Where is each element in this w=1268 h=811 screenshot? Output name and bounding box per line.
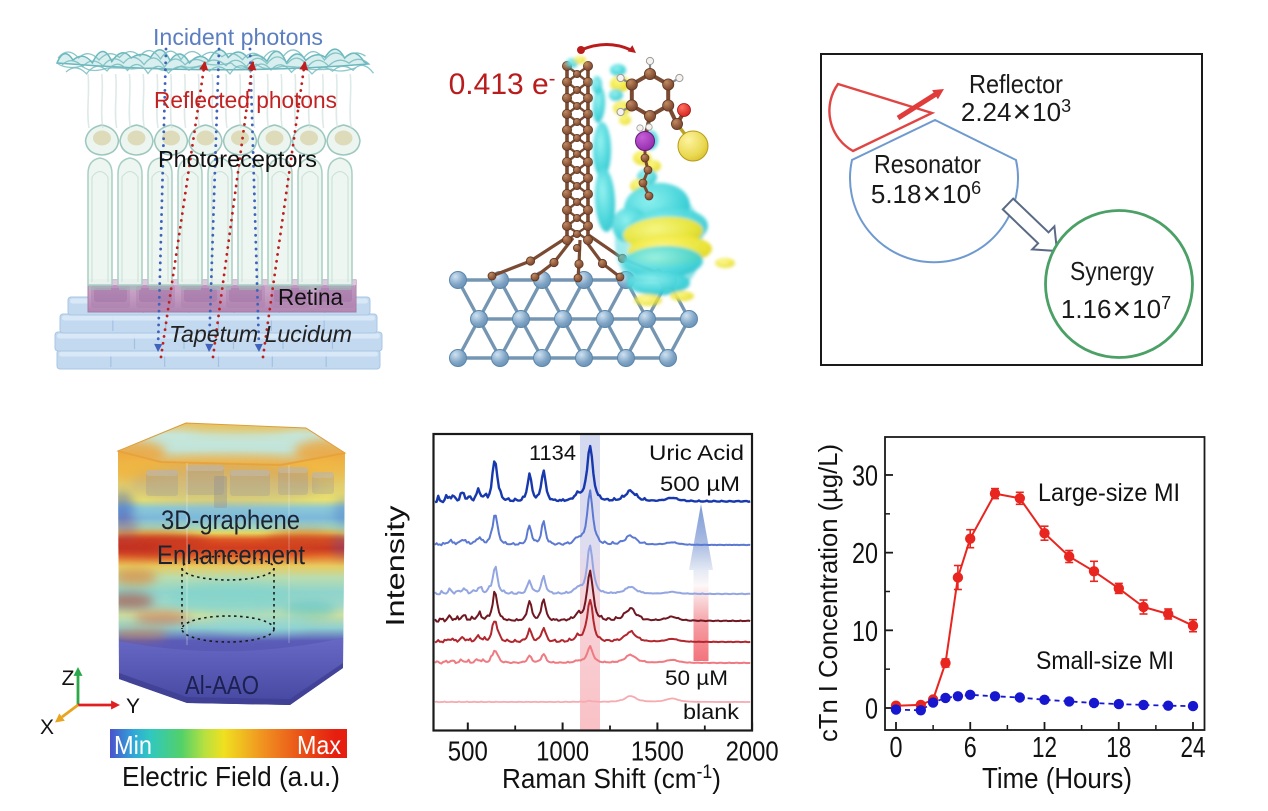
svg-text:Intensity: Intensity: [380, 506, 410, 627]
svg-text:1.16×107: 1.16×107: [1061, 291, 1171, 327]
svg-text:Tapetum Lucidum: Tapetum Lucidum: [169, 321, 352, 347]
svg-text:Photoreceptors: Photoreceptors: [158, 146, 317, 172]
svg-text:500: 500: [448, 736, 488, 767]
svg-text:Z: Z: [62, 667, 75, 690]
svg-text:Raman Shift (cm-1): Raman Shift (cm-1): [502, 762, 721, 794]
svg-text:blank: blank: [683, 701, 740, 724]
svg-text:500 µM: 500 µM: [660, 473, 740, 496]
svg-text:Enhancement: Enhancement: [157, 540, 305, 570]
svg-text:0: 0: [890, 732, 903, 764]
svg-text:12: 12: [1032, 732, 1057, 764]
svg-text:10: 10: [852, 616, 878, 648]
svg-text:5.18×106: 5.18×106: [871, 176, 981, 212]
svg-text:30: 30: [852, 460, 878, 492]
svg-text:50 µM: 50 µM: [665, 667, 728, 690]
svg-text:1000: 1000: [536, 736, 589, 767]
svg-text:Uric Acid: Uric Acid: [649, 442, 744, 465]
svg-text:24: 24: [1181, 732, 1206, 764]
svg-text:Reflector: Reflector: [969, 69, 1063, 99]
svg-text:1500: 1500: [631, 736, 684, 767]
svg-text:Max: Max: [297, 730, 341, 760]
svg-text:Al-AAO: Al-AAO: [185, 670, 259, 700]
svg-text:2.24×103: 2.24×103: [961, 94, 1071, 130]
svg-text:0.413 e-: 0.413 e-: [449, 68, 556, 101]
svg-text:Incident photons: Incident photons: [153, 24, 323, 50]
svg-text:Reflected photons: Reflected photons: [154, 87, 337, 113]
svg-text:Y: Y: [126, 695, 140, 718]
svg-text:Large-size MI: Large-size MI: [1038, 479, 1180, 507]
svg-text:Retina: Retina: [278, 284, 343, 310]
svg-text:2000: 2000: [726, 736, 779, 767]
svg-text:Small-size MI: Small-size MI: [1036, 647, 1174, 675]
svg-text:Electric Field (a.u.): Electric Field (a.u.): [122, 761, 340, 792]
svg-text:Resonator: Resonator: [874, 149, 981, 179]
svg-text:Time (Hours): Time (Hours): [982, 763, 1132, 795]
svg-text:3D-graphene: 3D-graphene: [161, 505, 300, 535]
svg-text:Synergy: Synergy: [1070, 256, 1154, 286]
svg-text:18: 18: [1106, 732, 1131, 764]
svg-text:0: 0: [865, 694, 878, 726]
svg-text:1134: 1134: [529, 442, 576, 465]
svg-text:6: 6: [964, 732, 977, 764]
svg-text:X: X: [40, 716, 54, 739]
svg-text:cTn I Concentration (µg/L): cTn I Concentration (µg/L): [813, 444, 843, 742]
svg-text:20: 20: [852, 538, 878, 570]
svg-text:Min: Min: [114, 730, 152, 760]
